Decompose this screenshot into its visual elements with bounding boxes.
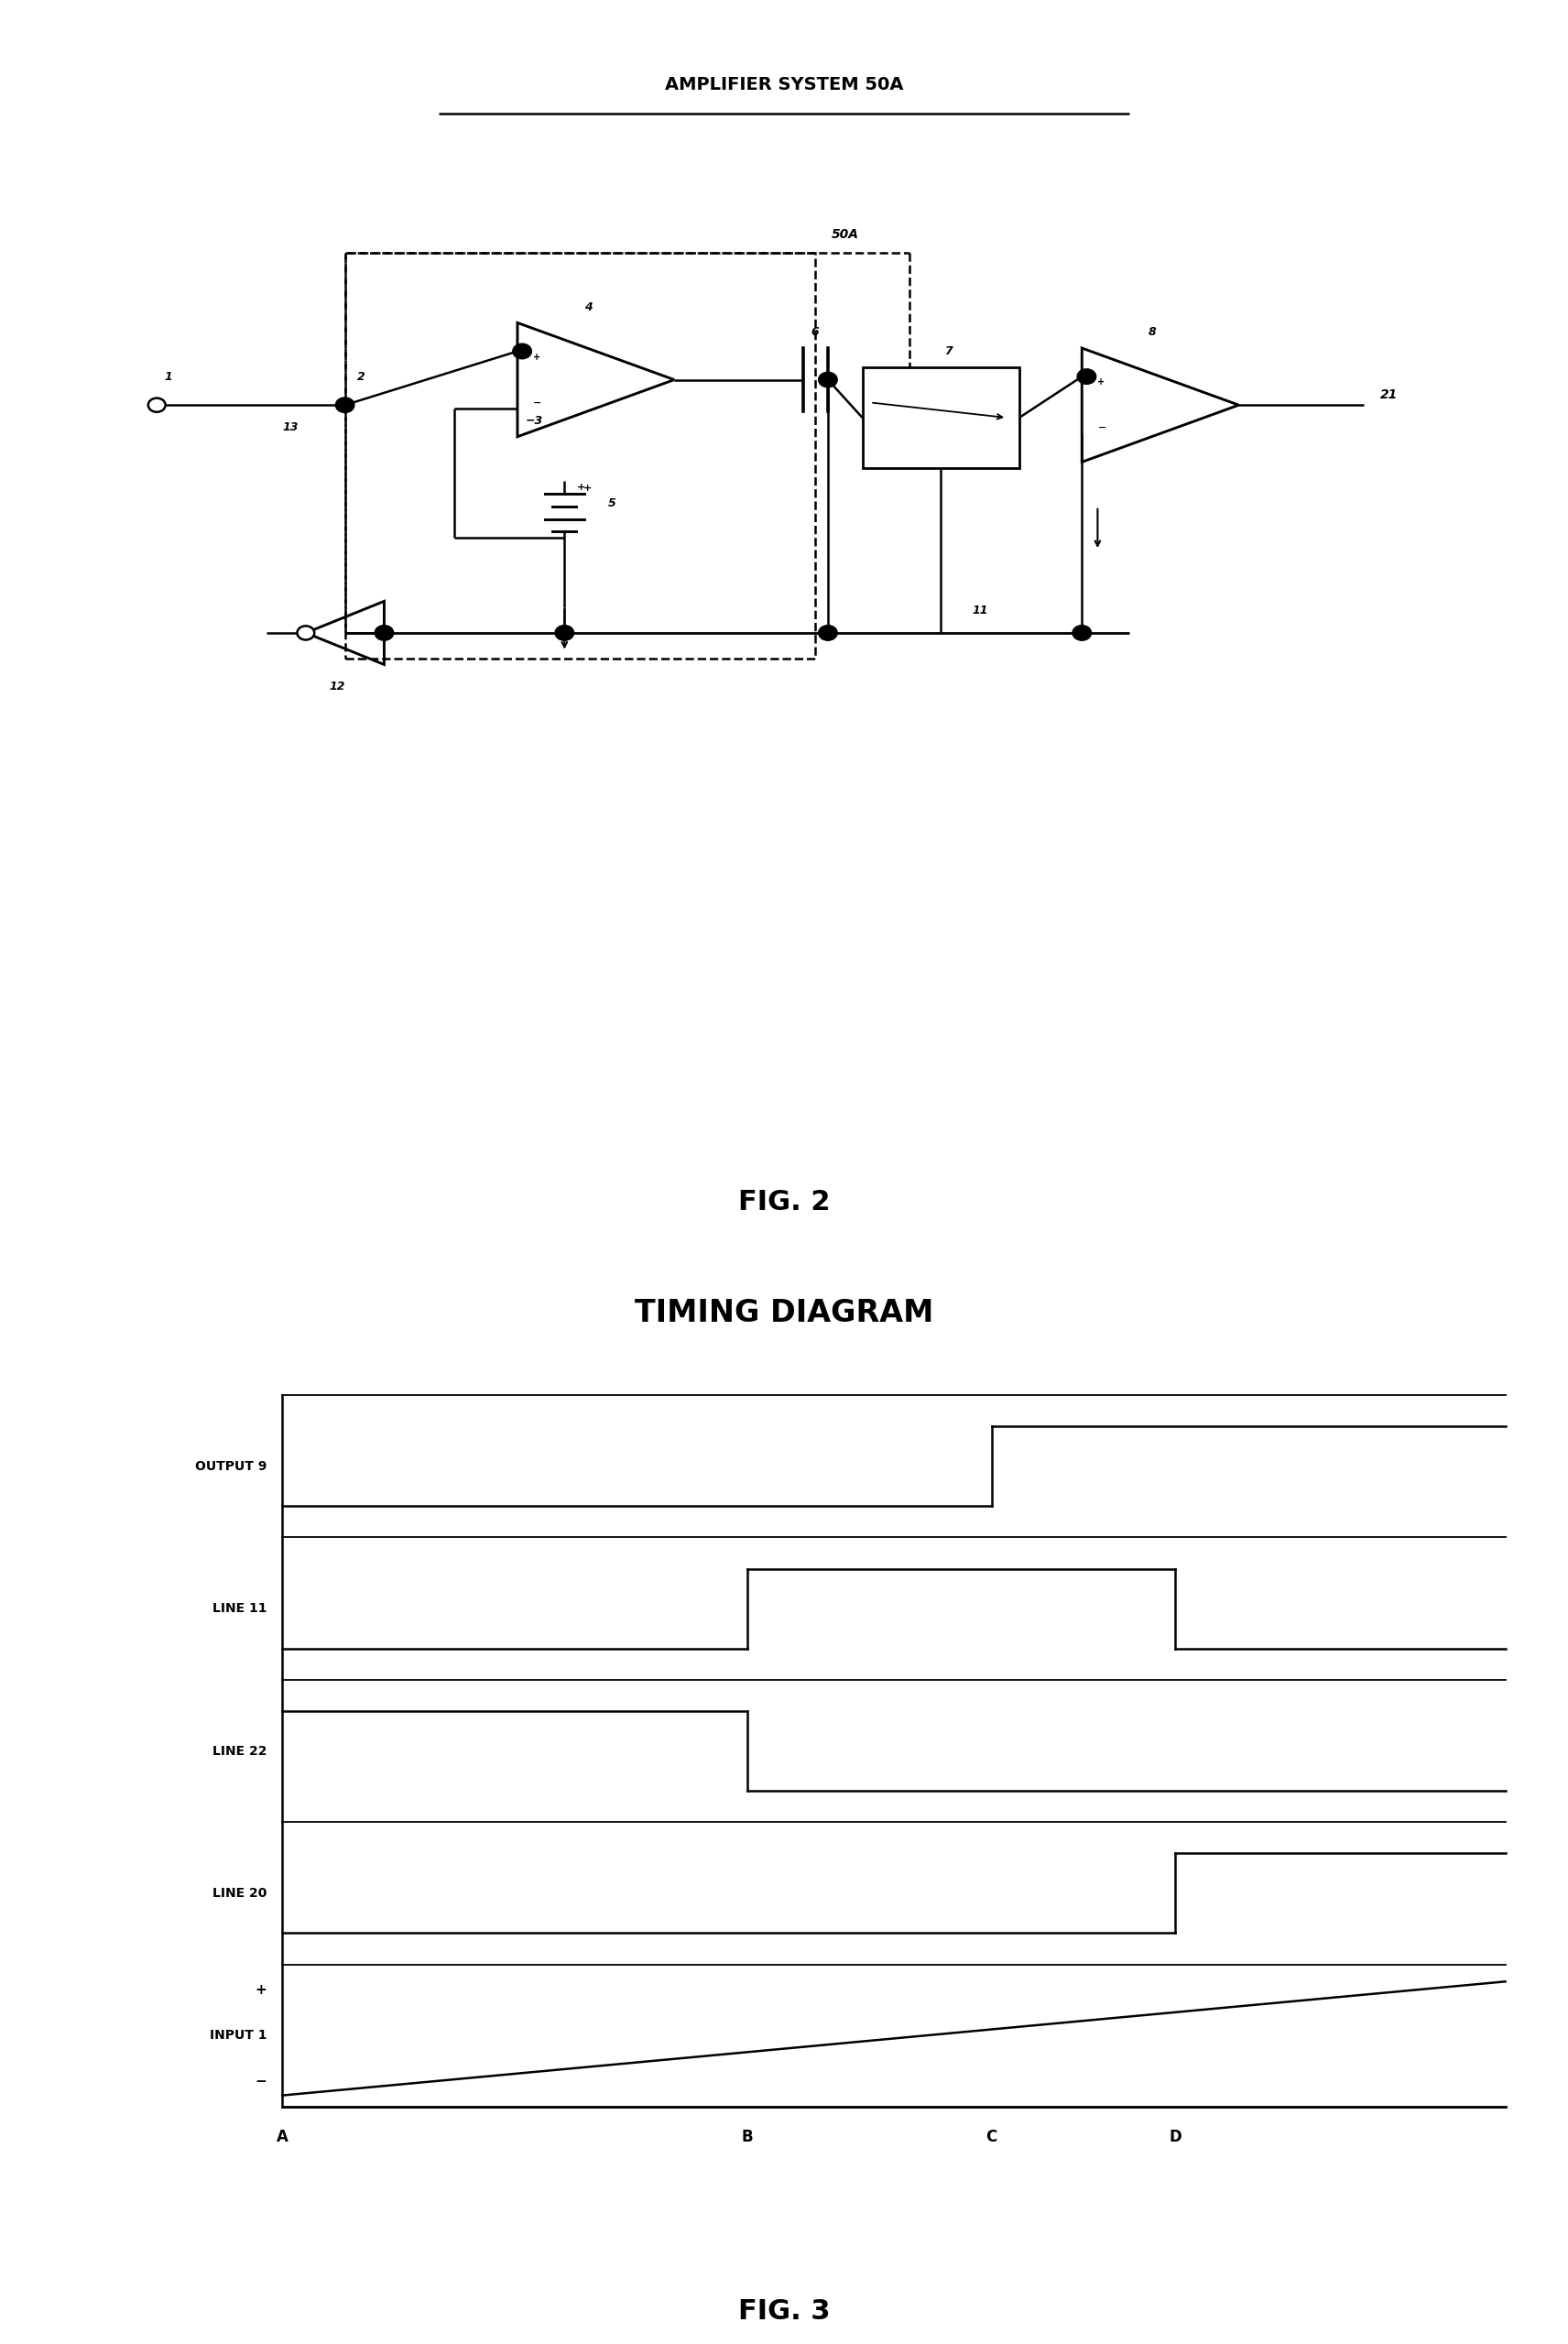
- Text: LINE 11: LINE 11: [212, 1603, 267, 1615]
- Text: +: +: [256, 1983, 267, 1997]
- Text: +: +: [533, 352, 541, 361]
- Text: LINE 20: LINE 20: [212, 1887, 267, 1899]
- Text: 1: 1: [165, 370, 172, 382]
- Text: 7: 7: [944, 345, 953, 356]
- Text: 4: 4: [583, 300, 593, 312]
- Circle shape: [336, 398, 354, 413]
- Text: 11: 11: [972, 605, 988, 616]
- Text: −: −: [533, 398, 541, 408]
- Circle shape: [818, 626, 837, 640]
- Text: −: −: [256, 2074, 267, 2089]
- Text: FIG. 2: FIG. 2: [739, 1188, 829, 1217]
- Text: −3: −3: [525, 415, 543, 427]
- Text: 21: 21: [1380, 389, 1397, 401]
- Text: −: −: [1098, 424, 1105, 431]
- Text: B: B: [742, 2128, 753, 2145]
- Text: AMPLIFIER SYSTEM 50A: AMPLIFIER SYSTEM 50A: [665, 75, 903, 94]
- Circle shape: [375, 626, 394, 640]
- Text: OUTPUT 9: OUTPUT 9: [194, 1460, 267, 1472]
- Text: 12: 12: [329, 680, 345, 691]
- Circle shape: [1073, 626, 1091, 640]
- Text: FIG. 3: FIG. 3: [739, 2299, 829, 2325]
- Text: 8: 8: [1148, 326, 1157, 338]
- Circle shape: [1077, 368, 1096, 384]
- Circle shape: [513, 345, 532, 359]
- Text: A: A: [276, 2128, 289, 2145]
- Circle shape: [818, 373, 837, 387]
- Text: 6: 6: [811, 326, 820, 338]
- Text: +: +: [583, 483, 591, 492]
- Text: TIMING DIAGRAM: TIMING DIAGRAM: [635, 1299, 933, 1329]
- Text: +: +: [1098, 377, 1105, 387]
- Text: C: C: [986, 2128, 997, 2145]
- Text: 50A: 50A: [831, 227, 859, 241]
- Circle shape: [298, 626, 314, 640]
- Text: +: +: [577, 483, 585, 492]
- Text: 13: 13: [282, 422, 298, 434]
- Text: 2: 2: [358, 370, 365, 382]
- Text: D: D: [1168, 2128, 1181, 2145]
- Circle shape: [555, 626, 574, 640]
- Text: INPUT 1: INPUT 1: [209, 2030, 267, 2042]
- Text: 5: 5: [608, 497, 616, 509]
- Text: LINE 22: LINE 22: [212, 1744, 267, 1758]
- Bar: [862, 368, 1019, 469]
- Circle shape: [147, 398, 166, 413]
